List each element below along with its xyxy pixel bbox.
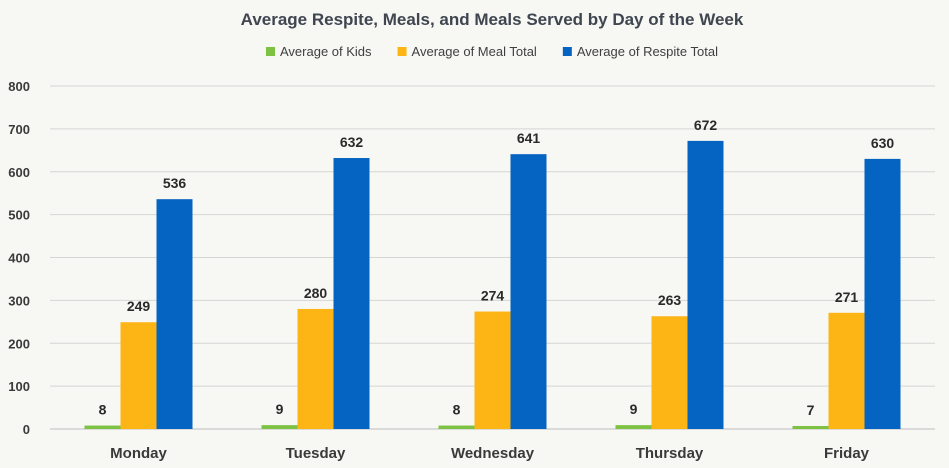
y-tick-label-0: 0 <box>23 422 30 437</box>
y-tick-label-200: 200 <box>8 336 30 351</box>
x-tick-label-friday: Friday <box>824 445 870 462</box>
bar-wednesday-average-of-kids <box>438 425 475 429</box>
y-tick-label-300: 300 <box>8 293 30 308</box>
data-labels: 8 249 536 9 280 632 8 274 641 9 263 672 7 271 630 <box>99 117 895 418</box>
legend: Average of Kids Average of Meal Total Aver… <box>266 44 718 59</box>
data-label-wednesday-average-of-meal-total: 274 <box>481 288 505 304</box>
data-label-thursday-average-of-kids: 9 <box>630 401 638 417</box>
bar-monday-average-of-respite-total <box>156 199 193 429</box>
y-tick-label-500: 500 <box>8 208 30 223</box>
data-label-tuesday-average-of-meal-total: 280 <box>304 285 328 301</box>
bar-thursday-average-of-kids <box>615 425 652 429</box>
y-axis: 0 100 200 300 400 500 600 700 800 <box>8 79 30 437</box>
legend-label-average-of-kids: Average of Kids <box>280 44 372 59</box>
bar-wednesday-average-of-meal-total <box>474 311 511 429</box>
bar-tuesday-average-of-meal-total <box>297 308 334 429</box>
y-tick-label-400: 400 <box>8 251 30 266</box>
data-label-thursday-average-of-meal-total: 263 <box>658 292 682 308</box>
bar-friday-average-of-meal-total <box>828 312 865 429</box>
legend-swatch-average-of-respite-total <box>562 47 572 56</box>
data-label-monday-average-of-respite-total: 536 <box>163 175 187 191</box>
chart-title: Average Respite, Meals, and Meals Served… <box>241 10 744 29</box>
bar-friday-average-of-kids <box>792 425 829 429</box>
data-label-friday-average-of-kids: 7 <box>807 402 815 418</box>
y-tick-label-600: 600 <box>8 165 30 180</box>
y-tick-label-700: 700 <box>8 122 30 137</box>
data-label-friday-average-of-respite-total: 630 <box>871 135 895 151</box>
bar-tuesday-average-of-respite-total <box>333 158 370 429</box>
legend-swatch-average-of-meal-total <box>397 47 407 56</box>
data-label-wednesday-average-of-respite-total: 641 <box>517 130 541 146</box>
legend-item-average-of-meal-total: Average of Meal Total <box>397 44 537 59</box>
data-label-friday-average-of-meal-total: 271 <box>835 289 859 305</box>
x-tick-label-wednesday: Wednesday <box>451 445 535 462</box>
legend-item-average-of-kids: Average of Kids <box>266 44 372 59</box>
data-label-monday-average-of-kids: 8 <box>99 402 107 418</box>
y-tick-label-800: 800 <box>8 79 30 94</box>
bar-monday-average-of-meal-total <box>120 322 157 429</box>
bars <box>84 140 901 429</box>
data-label-tuesday-average-of-kids: 9 <box>276 401 284 417</box>
legend-item-average-of-respite-total: Average of Respite Total <box>562 44 718 59</box>
data-label-wednesday-average-of-kids: 8 <box>453 402 461 418</box>
gridlines <box>50 85 935 430</box>
legend-label-average-of-respite-total: Average of Respite Total <box>577 44 718 59</box>
bar-monday-average-of-kids <box>84 425 121 429</box>
y-tick-label-100: 100 <box>8 379 30 394</box>
x-axis: Monday Tuesday Wednesday Thursday Friday <box>110 445 870 462</box>
bar-wednesday-average-of-respite-total <box>510 154 547 429</box>
legend-label-average-of-meal-total: Average of Meal Total <box>412 44 537 59</box>
data-label-thursday-average-of-respite-total: 672 <box>694 117 718 133</box>
bar-friday-average-of-respite-total <box>864 158 901 429</box>
x-tick-label-monday: Monday <box>110 445 167 462</box>
x-tick-label-tuesday: Tuesday <box>286 445 346 462</box>
bar-thursday-average-of-respite-total <box>687 140 724 429</box>
bar-thursday-average-of-meal-total <box>651 316 688 429</box>
data-label-tuesday-average-of-respite-total: 632 <box>340 134 364 150</box>
bar-tuesday-average-of-kids <box>261 425 298 429</box>
x-tick-label-thursday: Thursday <box>636 445 704 462</box>
data-label-monday-average-of-meal-total: 249 <box>127 298 151 314</box>
legend-swatch-average-of-kids <box>266 47 276 56</box>
